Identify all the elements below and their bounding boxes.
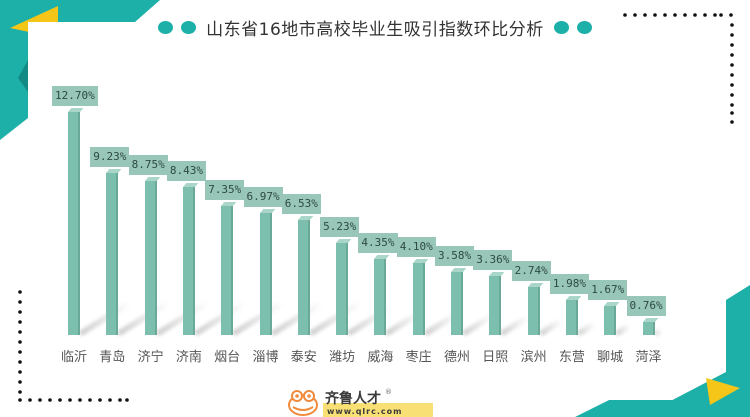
bar [514,282,554,335]
bar [475,272,515,335]
qlrc-logo: 齐鲁人才 ® www.qlrc.com [288,388,433,417]
bar-cap [489,272,505,277]
bar-value-label: 4.35% [358,232,398,253]
category-label: 潍坊 [329,350,356,365]
bar-value-label: 8.75% [128,155,168,176]
decor-dot-icon [576,20,592,34]
category-label: 烟台 [214,350,241,365]
bar-body [565,300,578,335]
bar-cap [144,177,160,182]
bar-body [68,112,80,335]
bar-cap [336,239,352,244]
category-label: 菏泽 [635,350,662,365]
bar-body [489,276,502,335]
bar-cap [527,282,543,287]
category-label: 泰安 [290,350,317,365]
svg-text:齐鲁人才: 齐鲁人才 [325,390,381,407]
bar [360,254,400,335]
bar-value-label: 9.23% [90,147,130,167]
decor-dot-icon [181,20,197,34]
bar-cap [412,259,429,264]
decor-dot-icon [553,20,569,34]
bar-value-label: 1.67% [588,279,628,300]
bar [207,202,247,335]
category-label: 淄博 [252,350,279,365]
bar-body [642,321,655,335]
svg-text:www.qlrc.com: www.qlrc.com [327,407,402,416]
bar-cap [642,317,658,322]
category-label: 德州 [443,350,470,365]
bar [284,216,324,335]
bar-body [374,258,387,335]
bar-body [221,206,234,335]
bar-value-label: 1.98% [549,274,590,295]
category-label: 日照 [482,350,509,365]
bar-body [182,187,195,335]
category-label: 济宁 [137,350,164,365]
bar-body [412,263,425,335]
bar-cap [565,296,582,301]
bar [54,108,94,335]
decor-dot-icon [158,20,174,34]
category-label: 东营 [558,350,585,365]
bar [629,317,669,335]
category-label: 青岛 [99,350,126,365]
chart-title: 山东省16地市高校毕业生吸引指数环比分析 [206,19,544,40]
bar-value-label: 3.58% [435,246,475,267]
bar-cap [106,169,122,173]
bar-cap [297,216,314,221]
bar-body [297,220,310,335]
bar-cap [451,268,467,273]
bar-value-label: 5.23% [320,217,360,238]
bar-body [451,272,463,335]
bar [246,208,286,335]
bar-cap [259,208,275,213]
category-label: 临沂 [60,350,87,365]
bar-body [144,181,157,335]
bar-body [604,305,617,335]
category-label: 枣庄 [405,350,432,365]
bar-value-label: 8.43% [166,161,207,182]
svg-text:®: ® [385,388,392,396]
bar-value-label: 3.36% [473,250,513,271]
bar-value-label: 6.53% [281,194,321,215]
bar-cap [68,108,84,113]
bar-cap [182,183,199,188]
bar-body [336,243,349,335]
bar-value-label: 12.70% [52,86,98,107]
chart-title-row: 山东省16地市高校毕业生吸引指数环比分析 [0,14,750,40]
category-label: 滨州 [520,350,547,365]
bar-body [106,173,119,335]
category-label: 济南 [175,350,202,365]
bar [92,169,132,335]
bar [437,268,477,335]
bar-value-label: 2.74% [511,260,551,281]
bar-value-label: 6.97% [243,186,283,207]
bar-value-label: 0.76% [626,295,666,316]
bar [590,301,630,335]
bar-body [527,286,540,335]
bar-value-label: 7.35% [205,180,245,200]
bar-cap [604,301,620,306]
bar [131,177,171,335]
bar [322,239,362,335]
bar [552,296,592,335]
category-label: 聊城 [597,350,624,365]
category-label: 威海 [367,350,394,365]
frog-icon [288,390,318,416]
bar [169,183,209,335]
bar-body [259,212,272,335]
bar-cap [374,254,390,259]
bar [399,259,439,335]
bar-value-label: 4.10% [396,237,436,258]
bar-cap [221,202,237,206]
